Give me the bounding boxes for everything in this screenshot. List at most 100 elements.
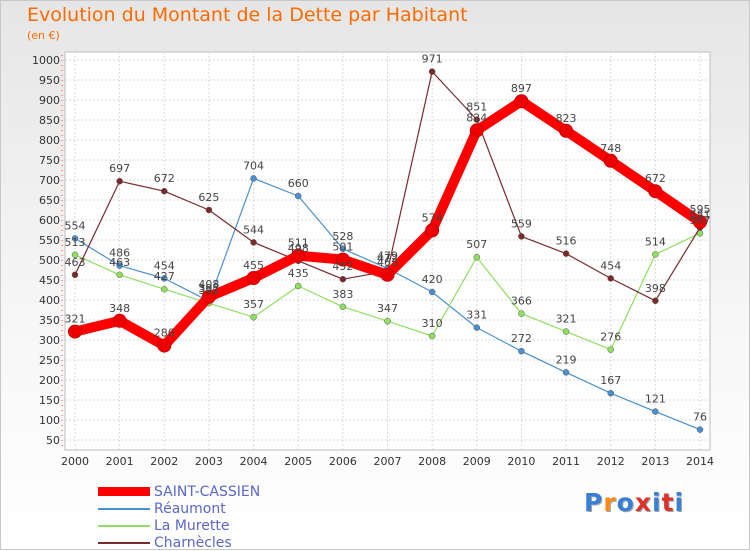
- y-tick-label: 650: [39, 194, 60, 207]
- data-label: 397: [198, 282, 219, 295]
- data-label: 574: [422, 211, 443, 224]
- data-label: 851: [466, 101, 487, 114]
- data-label: 455: [243, 259, 264, 272]
- legend-item: SAINT-CASSIEN: [98, 483, 260, 500]
- data-label: 514: [645, 235, 666, 248]
- data-point: [68, 324, 82, 339]
- y-tick-label: 800: [39, 134, 60, 147]
- data-point: [384, 317, 391, 325]
- y-tick-label: 600: [39, 214, 60, 227]
- data-point: [652, 408, 659, 415]
- x-tick-label: 2012: [597, 455, 625, 468]
- data-label: 554: [65, 219, 86, 232]
- data-label: 348: [109, 302, 130, 315]
- data-label: 272: [511, 332, 532, 345]
- data-point: [339, 245, 347, 253]
- data-label: 672: [645, 172, 666, 185]
- data-label: 347: [377, 302, 398, 315]
- data-label: 748: [600, 142, 621, 155]
- data-label: 479: [377, 249, 398, 262]
- data-label: 463: [65, 256, 86, 269]
- data-point: [380, 267, 395, 282]
- data-label: 383: [332, 288, 353, 301]
- data-label: 310: [422, 317, 443, 330]
- data-point: [428, 288, 436, 296]
- y-tick-label: 450: [39, 274, 60, 287]
- chart-legend: SAINT-CASSIEN Réaumont La Murette Charnècle…: [98, 483, 260, 551]
- data-label: 408: [198, 278, 219, 291]
- data-point: [116, 262, 123, 269]
- data-point: [291, 248, 306, 263]
- data-point: [116, 177, 123, 185]
- legend-item: La Murette: [98, 517, 260, 534]
- data-label: 528: [332, 230, 353, 243]
- y-tick-label: 250: [39, 354, 60, 367]
- data-label: 501: [332, 241, 353, 254]
- y-tick-label: 350: [39, 314, 60, 327]
- data-point: [607, 275, 614, 282]
- data-point: [428, 332, 436, 340]
- data-label: 427: [154, 270, 175, 283]
- data-label: 357: [243, 298, 264, 311]
- data-point: [157, 338, 172, 353]
- data-label: 454: [600, 259, 621, 272]
- data-point: [518, 310, 525, 317]
- legend-swatch: [98, 507, 150, 510]
- data-label: 697: [109, 162, 130, 175]
- legend-item: Réaumont: [98, 500, 260, 517]
- data-point: [428, 68, 436, 75]
- data-point: [205, 206, 213, 214]
- data-label: 398: [645, 282, 666, 295]
- x-tick-label: 2007: [374, 455, 402, 468]
- x-tick-label: 2005: [284, 455, 312, 468]
- data-point: [339, 303, 347, 311]
- data-label: 672: [154, 172, 175, 185]
- x-tick-label: 2000: [61, 455, 89, 468]
- legend-swatch: [98, 487, 150, 496]
- x-tick-label: 2002: [150, 455, 178, 468]
- y-tick-label: 1000: [32, 54, 60, 67]
- data-label: 704: [243, 159, 264, 172]
- data-label: 559: [511, 217, 532, 230]
- legend-swatch: [98, 541, 150, 544]
- x-tick-label: 2013: [641, 455, 669, 468]
- x-tick-label: 2009: [463, 455, 491, 468]
- y-tick-label: 700: [39, 174, 60, 187]
- data-point: [112, 313, 127, 328]
- legend-label: Charnècles: [154, 534, 232, 551]
- data-label: 276: [600, 331, 621, 344]
- data-label: 121: [645, 393, 666, 406]
- data-label: 971: [422, 53, 443, 66]
- y-tick-label: 100: [39, 414, 60, 427]
- x-tick-label: 2011: [552, 455, 580, 468]
- data-point: [161, 285, 168, 293]
- data-point: [473, 116, 481, 123]
- data-point: [294, 282, 302, 290]
- data-label: 435: [288, 267, 309, 280]
- data-label: 567: [690, 214, 711, 227]
- data-label: 219: [556, 353, 577, 366]
- y-tick-label: 850: [39, 114, 60, 127]
- data-point: [562, 369, 570, 376]
- y-tick-label: 200: [39, 374, 60, 387]
- data-point: [607, 389, 614, 397]
- legend-label: SAINT-CASSIEN: [154, 483, 261, 500]
- x-tick-label: 2003: [195, 455, 223, 468]
- data-point: [425, 223, 440, 238]
- data-label: 321: [65, 313, 86, 326]
- legend-label: La Murette: [154, 517, 230, 534]
- data-point: [116, 271, 123, 279]
- data-label: 454: [154, 259, 175, 272]
- data-label: 513: [65, 236, 86, 249]
- data-label: 366: [511, 295, 532, 308]
- chart-title: Evolution du Montant de la Dette par Hab…: [27, 4, 468, 26]
- data-label: 472: [377, 252, 398, 265]
- data-label: 286: [154, 327, 175, 340]
- data-label: 498: [288, 242, 309, 255]
- data-label: 897: [511, 82, 532, 95]
- x-tick-label: 2004: [240, 455, 268, 468]
- data-point: [559, 123, 574, 138]
- data-point: [246, 271, 261, 285]
- data-label: 76: [693, 411, 707, 424]
